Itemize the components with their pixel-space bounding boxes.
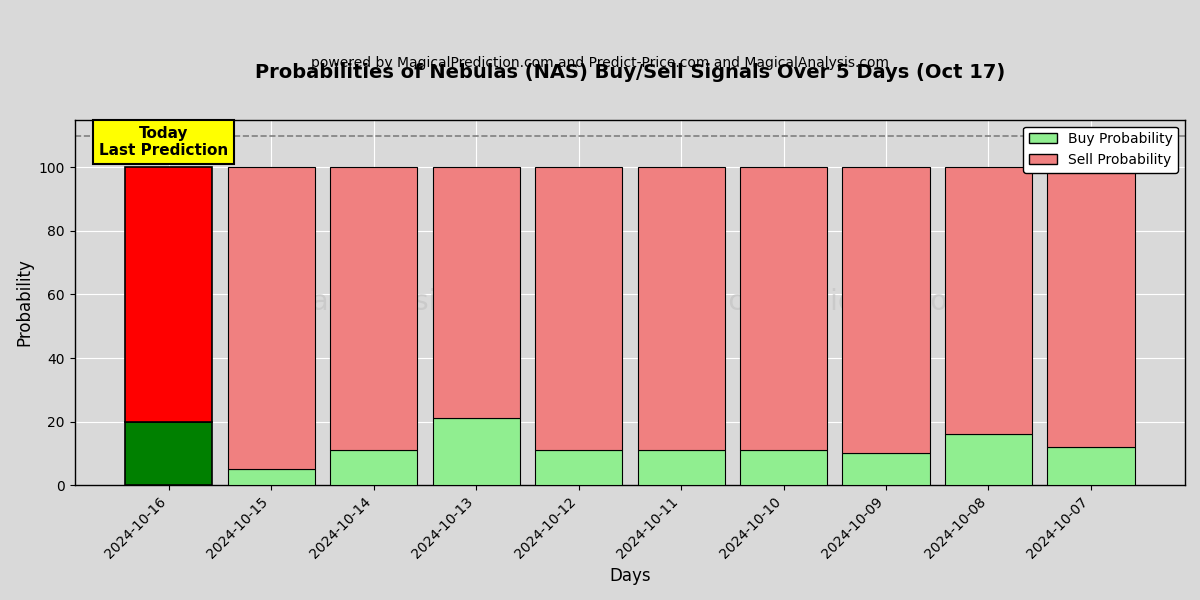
Text: powered by MagicalPrediction.com and Predict-Price.com and MagicalAnalysis.com: powered by MagicalPrediction.com and Pre… [311,56,889,70]
Text: MagicalPrediction.com: MagicalPrediction.com [662,289,974,316]
Text: MagicalAnalysis.com: MagicalAnalysis.com [230,289,518,316]
Bar [1048,447,1134,485]
Bar [637,450,725,485]
Bar [125,422,212,485]
Y-axis label: Probability: Probability [16,259,34,346]
Legend: Buy Probability, Sell Probability: Buy Probability, Sell Probability [1024,127,1178,173]
Bar [432,418,520,485]
X-axis label: Days: Days [610,567,650,585]
Text: Today
Last Prediction: Today Last Prediction [98,126,228,158]
Bar [944,167,1032,434]
Bar [535,450,622,485]
Bar [740,450,827,485]
Bar [1048,167,1134,447]
Bar [125,167,212,422]
Bar [842,454,930,485]
Bar [432,167,520,418]
Title: Probabilities of Nebulas (NAS) Buy/Sell Signals Over 5 Days (Oct 17): Probabilities of Nebulas (NAS) Buy/Sell … [254,63,1004,82]
Bar [842,167,930,454]
Bar [944,434,1032,485]
Bar [740,167,827,450]
Bar [535,167,622,450]
Bar [228,469,314,485]
Bar [637,167,725,450]
Bar [228,167,314,469]
Bar [330,450,418,485]
Bar [330,167,418,450]
